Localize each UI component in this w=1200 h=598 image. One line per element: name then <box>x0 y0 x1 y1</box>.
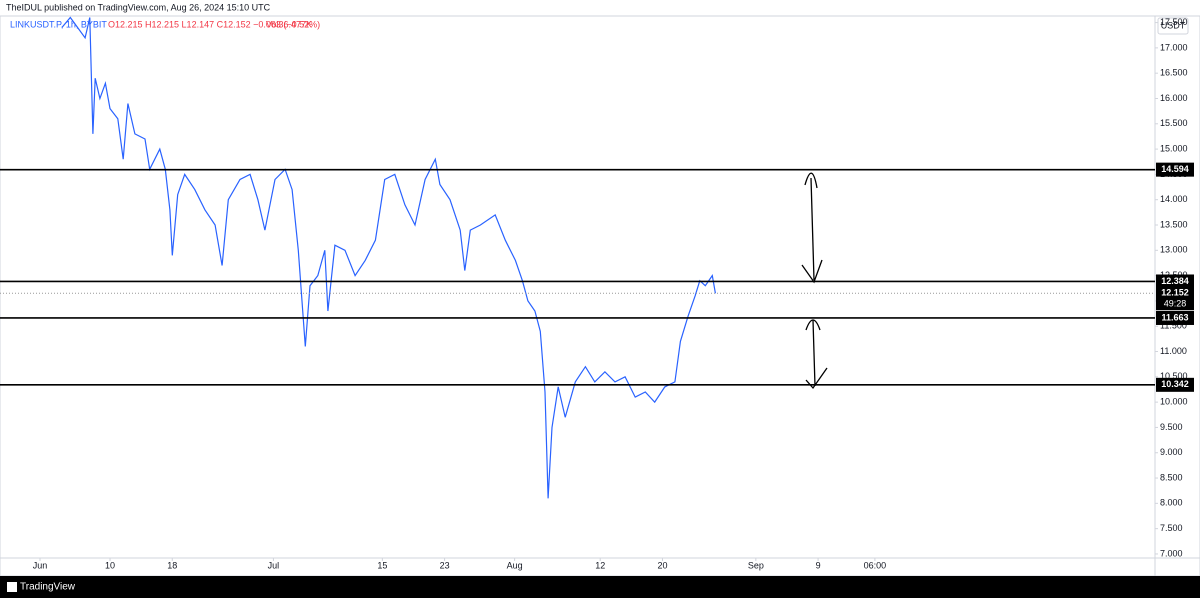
footer-bar <box>0 576 1200 598</box>
y-tick-label: 9.500 <box>1160 422 1183 432</box>
x-tick-label: 20 <box>657 560 667 570</box>
y-tick-label: 7.000 <box>1160 548 1183 558</box>
price-line <box>61 16 716 499</box>
x-tick-label: 23 <box>440 560 450 570</box>
y-tick-label: 7.500 <box>1160 523 1183 533</box>
y-tick-label: 13.500 <box>1160 219 1188 229</box>
footer-brand[interactable]: TradingView <box>20 582 76 593</box>
level-label-box <box>1156 377 1194 392</box>
x-tick-label: Aug <box>507 560 523 570</box>
level-label: 14.594 <box>1161 164 1189 174</box>
x-tick-label: Jun <box>33 560 48 570</box>
level-label-box <box>1156 274 1194 289</box>
level-label: 11.663 <box>1161 312 1188 322</box>
y-tick-label: 8.000 <box>1160 498 1183 508</box>
symbol: LINKUSDT.P, 1h, BYBIT <box>10 19 107 29</box>
x-tick-label: 15 <box>377 560 387 570</box>
arrow-lower <box>805 319 828 390</box>
countdown: 49:28 <box>1164 299 1187 309</box>
volume: Vol36.477K <box>266 19 312 29</box>
y-tick-label: 13.000 <box>1160 245 1188 255</box>
x-tick-label: 9 <box>816 560 821 570</box>
level-label: 10.342 <box>1161 379 1189 389</box>
x-tick-label: Jul <box>268 560 280 570</box>
x-tick-label: Sep <box>748 560 764 570</box>
y-tick-label: 17.500 <box>1160 17 1188 27</box>
x-tick-label: 06:00 <box>864 560 887 570</box>
last-price-box <box>1156 286 1194 311</box>
y-tick-label: 14.000 <box>1160 194 1188 204</box>
y-tick-label: 9.000 <box>1160 447 1183 457</box>
x-tick-label: 10 <box>105 560 115 570</box>
y-tick-label: 16.000 <box>1160 93 1188 103</box>
logo <box>7 582 17 592</box>
level-label-box <box>1156 310 1194 325</box>
y-tick-label: 15.500 <box>1160 118 1188 128</box>
published-note: TheIDUL published on TradingView.com, Au… <box>6 2 271 12</box>
y-tick-label: 11.000 <box>1160 346 1187 356</box>
ohlc: O12.215 H12.215 L12.147 C12.152 −0.063 (… <box>108 19 320 29</box>
y-tick-label: 10.000 <box>1160 397 1188 407</box>
y-tick-label: 8.500 <box>1160 472 1183 482</box>
y-tick-label: 17.000 <box>1160 42 1188 52</box>
y-tick-label: 16.500 <box>1160 68 1188 78</box>
y-tick-label: 15.000 <box>1160 143 1188 153</box>
x-tick-label: 18 <box>167 560 177 570</box>
y-tick-label: 10.500 <box>1160 371 1188 381</box>
level-label: 12.384 <box>1161 276 1189 286</box>
y-tick-label: 11.500 <box>1160 321 1187 331</box>
x-tick-label: 12 <box>595 560 605 570</box>
level-label-box <box>1156 162 1194 177</box>
currency-box <box>1157 17 1189 35</box>
last-price-label: 12.152 <box>1161 288 1189 298</box>
currency: USDT <box>1161 20 1186 30</box>
